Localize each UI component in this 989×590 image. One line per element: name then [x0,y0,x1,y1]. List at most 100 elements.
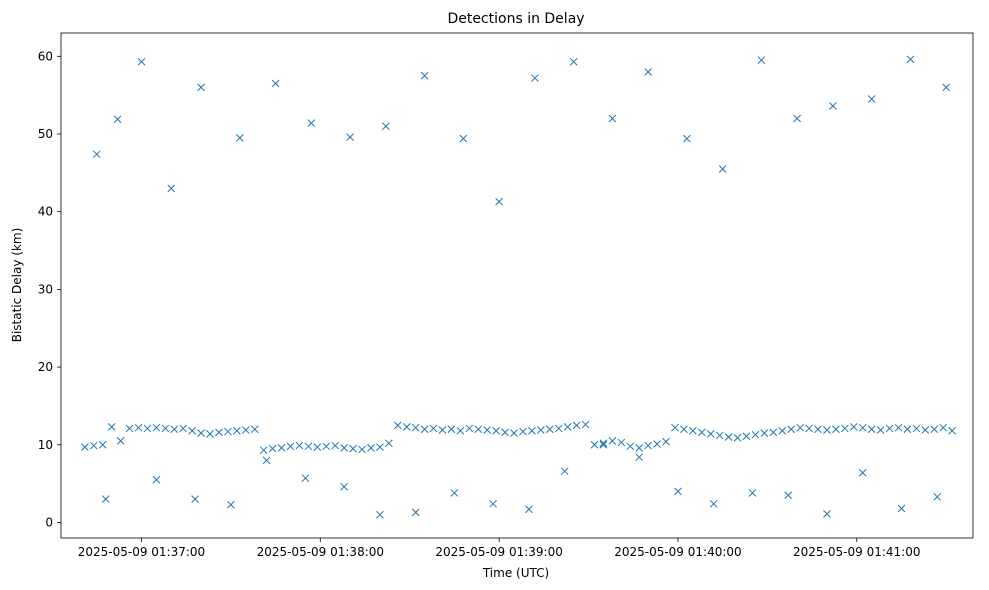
data-point [608,114,617,123]
data-point [411,508,420,517]
data-point [492,426,500,435]
data-point [709,499,718,508]
data-point [259,446,268,455]
data-point [683,134,691,143]
data-point [674,487,682,496]
data-point [450,489,459,497]
data-point [608,437,617,445]
data-point [903,425,912,434]
data-point [346,133,354,141]
data-point [429,424,438,433]
data-point [697,428,706,437]
data-point [206,430,214,438]
data-point [832,425,840,434]
data-point [250,425,259,434]
data-point [483,426,492,434]
y-axis-label: Bistatic Delay (km) [10,228,24,343]
x-axis-label: Time (UTC) [482,566,549,580]
data-point [465,424,474,433]
data-point [849,423,858,431]
data-point [662,437,670,446]
data-point [671,423,679,432]
data-point [942,83,951,92]
data-point [563,423,572,431]
data-point [349,444,357,453]
data-point [626,442,635,451]
plot-frame [60,32,974,539]
y-tick-label: 40 [38,205,53,219]
data-point [286,442,295,451]
data-point [113,115,122,124]
data-point [152,423,161,432]
data-point [295,441,304,450]
data-point [489,499,498,508]
plot-area [61,33,973,538]
data-point [268,444,277,453]
data-point [590,440,599,449]
data-point [92,150,101,159]
data-point [793,114,802,123]
x-tick-label: 2025-05-09 01:40:00 [614,545,741,559]
data-point [456,426,465,435]
data-point [80,443,89,451]
data-point [897,504,906,513]
data-point [531,74,539,82]
data-point [787,425,796,434]
data-point [101,495,110,504]
data-point [98,440,107,449]
data-point [724,433,733,441]
data-point [599,440,608,449]
data-point [411,423,420,432]
data-point [581,420,590,429]
data-point [125,424,134,433]
data-point [191,495,199,504]
data-point [510,429,518,437]
data-point [858,423,867,432]
x-tick-label: 2025-05-09 01:37:00 [78,545,205,559]
data-point [420,71,429,80]
data-point [304,442,313,451]
data-point [340,482,348,491]
x-tick-label: 2025-05-09 01:41:00 [793,545,920,559]
y-tick-label: 50 [38,127,53,141]
data-point [367,444,375,452]
data-point [402,423,411,431]
y-tick-label: 20 [38,360,53,374]
data-point [152,475,161,484]
x-axis-ticks: 2025-05-09 01:37:00 2025-05-09 01:38:00 20… [78,538,920,559]
data-point [933,492,942,501]
data-point [188,426,196,435]
data-point [885,424,894,433]
y-tick-label: 60 [38,49,53,63]
data-point [116,437,125,445]
data-point [635,444,644,452]
data-point [930,425,939,434]
data-point [197,83,205,92]
data-point [536,426,545,434]
data-point [322,442,331,451]
data-point [742,432,751,441]
data-point [271,79,280,88]
data-point [906,55,915,64]
data-point [876,426,885,434]
data-point [420,425,429,434]
data-point [459,134,468,143]
data-point [858,468,867,477]
data-point [778,426,787,435]
data-point [382,122,390,131]
data-point [277,444,286,452]
data-point [235,134,244,142]
data-point [706,430,715,438]
chart-title: Detections in Delay [447,11,584,27]
data-point [653,440,661,448]
data-point [331,441,340,450]
data-point [715,431,724,440]
x-tick-label: 2025-05-09 01:39:00 [435,545,562,559]
data-point [447,425,456,434]
data-point [599,439,608,448]
data-point [197,429,205,437]
y-tick-label: 0 [45,515,53,529]
data-point [554,424,563,433]
data-point [376,510,384,519]
data-points [80,55,956,519]
